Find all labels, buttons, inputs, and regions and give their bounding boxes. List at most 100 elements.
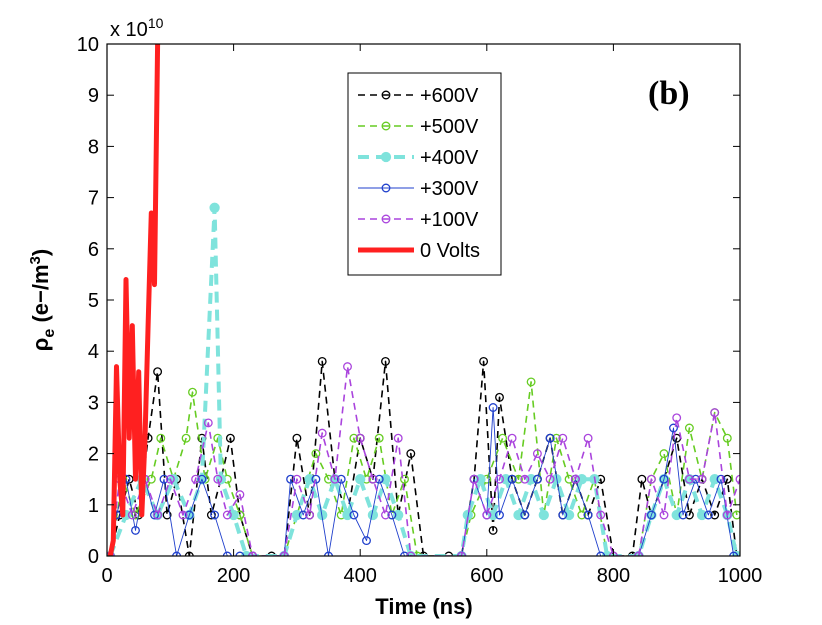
legend-box xyxy=(347,72,502,276)
data-point xyxy=(498,433,508,443)
x-tick-label: 600 xyxy=(470,565,503,587)
data-point xyxy=(248,551,258,556)
data-point xyxy=(305,510,315,520)
data-point xyxy=(131,525,140,535)
data-point xyxy=(317,428,327,438)
data-point xyxy=(684,474,694,484)
data-point xyxy=(722,510,732,520)
data-point xyxy=(710,510,720,520)
data-point xyxy=(696,509,708,521)
data-point xyxy=(362,536,371,546)
data-point xyxy=(520,510,530,520)
data-point xyxy=(457,551,466,556)
data-point xyxy=(538,509,549,521)
data-point xyxy=(412,551,422,556)
data-point xyxy=(292,474,302,484)
data-point xyxy=(127,510,137,520)
data-point xyxy=(317,356,327,366)
x-tick-label: 400 xyxy=(344,565,377,587)
data-point xyxy=(381,510,390,520)
data-point xyxy=(729,551,739,556)
x-tick-label: 1000 xyxy=(718,565,763,587)
data-point xyxy=(583,433,593,443)
data-point xyxy=(184,551,194,556)
x-tick-label: 200 xyxy=(217,565,250,587)
data-point xyxy=(381,356,390,366)
data-point xyxy=(482,510,492,520)
data-point xyxy=(162,510,172,520)
data-point xyxy=(184,510,194,520)
data-point xyxy=(669,423,678,433)
data-point xyxy=(475,474,486,485)
data-point xyxy=(153,510,163,520)
data-point xyxy=(596,510,606,520)
data-point xyxy=(222,510,232,520)
data-point xyxy=(349,510,359,520)
y-tick-label: 0 xyxy=(88,546,99,568)
data-point xyxy=(563,509,575,521)
y-tick-label: 5 xyxy=(88,290,99,312)
data-point xyxy=(697,474,707,484)
data-point xyxy=(225,433,235,443)
data-point xyxy=(684,510,694,520)
data-point xyxy=(684,423,694,433)
data-point xyxy=(374,474,384,484)
data-point xyxy=(532,474,542,484)
data-point xyxy=(672,413,682,423)
data-point xyxy=(210,510,220,520)
data-point xyxy=(203,418,213,428)
data-point xyxy=(596,551,606,556)
data-point xyxy=(172,551,182,556)
data-point xyxy=(197,474,207,484)
data-point xyxy=(488,525,498,535)
data-point xyxy=(710,408,720,418)
data-point xyxy=(514,474,523,484)
legend-item: +400V xyxy=(358,147,479,169)
legend-marker xyxy=(380,151,392,163)
data-point xyxy=(634,551,644,556)
legend-item: +300V xyxy=(358,178,479,200)
legend-item: +100V xyxy=(358,209,479,231)
data-point xyxy=(646,474,656,484)
ticks-layer: 0 200 400 600 800 1000 0 1 2 3 4 5 6 7 8 9 10 xyxy=(77,34,763,587)
legend-label: +600V xyxy=(420,85,479,107)
legend: +600V +500V +400V +300V +100V 0 Volts xyxy=(347,72,502,276)
data-point xyxy=(637,474,647,484)
series-line xyxy=(109,360,738,556)
data-point xyxy=(156,433,166,443)
data-point xyxy=(191,474,201,484)
series-5 xyxy=(107,44,161,556)
data-point xyxy=(286,474,296,484)
data-point xyxy=(487,509,499,521)
data-point xyxy=(520,474,530,484)
y-tick-label: 7 xyxy=(88,188,99,210)
data-point xyxy=(400,474,409,484)
data-point xyxy=(291,509,303,521)
data-point xyxy=(146,474,156,484)
series-4 xyxy=(107,362,740,556)
x-axis-title: Time (ns) xyxy=(375,594,472,619)
data-point xyxy=(374,433,384,443)
data-point xyxy=(213,474,223,484)
data-point xyxy=(349,433,359,443)
data-point xyxy=(222,551,232,556)
data-point xyxy=(304,474,315,485)
series-layer xyxy=(107,44,740,556)
data-point xyxy=(267,551,277,556)
data-point xyxy=(235,490,245,500)
series-1 xyxy=(107,377,740,556)
legend-item: +500V xyxy=(358,116,479,138)
data-point xyxy=(716,474,726,484)
y-tick-label: 4 xyxy=(88,341,99,363)
data-point xyxy=(703,510,713,520)
data-point xyxy=(495,474,504,484)
data-point xyxy=(577,510,587,520)
data-point xyxy=(627,551,637,556)
data-point xyxy=(355,433,365,443)
series-line xyxy=(109,407,735,556)
data-point xyxy=(558,510,568,520)
data-point xyxy=(564,474,574,484)
data-point xyxy=(393,509,404,521)
y-tick-label: 6 xyxy=(88,239,99,261)
data-point xyxy=(507,433,517,443)
